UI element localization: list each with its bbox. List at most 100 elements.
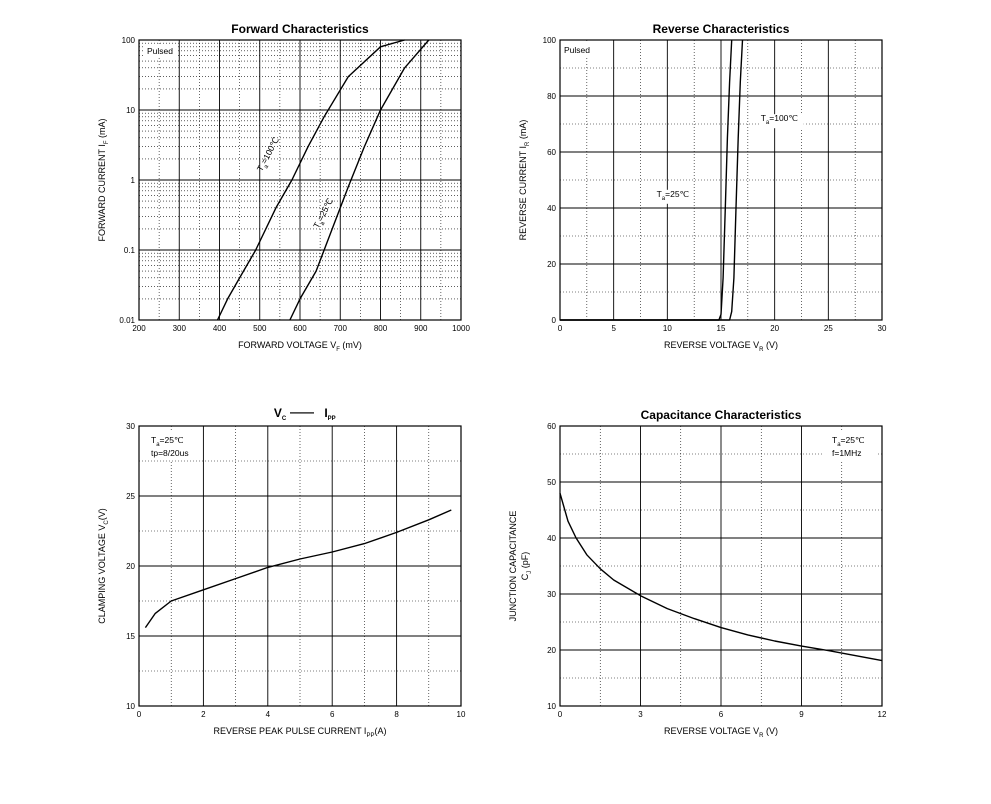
series-label-100c: Ta=100℃ [761,113,799,126]
x-tick-label: 300 [173,324,187,333]
series-label-25c: Ta=25℃ [657,189,690,202]
y-tick-label: 0 [552,316,557,325]
x-tick-label: 4 [266,710,271,719]
x-tick-label: 600 [293,324,307,333]
series-label-100c-part: T [255,164,266,173]
y-axis-label-line2-part: (pF) [520,552,530,571]
x-axis-label-part: (V) [764,340,779,350]
x-tick-label: 25 [824,324,833,333]
y-axis-label-part: (mA) [97,118,107,140]
y-tick-label: 40 [547,204,556,213]
series-label-25c-part: =25℃ [315,196,335,222]
y-axis-label-part: R [525,141,531,146]
series-label-100c-part: a [766,120,770,126]
x-tick-label: 0 [558,710,563,719]
y-axis-label-line2-part: C [520,573,530,580]
x-axis-label-part: REVERSE VOLTAGE V [664,726,759,736]
condition-temp-part: =25℃ [841,435,865,445]
x-tick-label: 15 [717,324,726,333]
y-tick-label: 10 [126,702,135,711]
series-label-25c-part: =25℃ [665,189,689,199]
chart-capacitance: 0 3 6 9 12 10 20 30 40 50 60 Capacitance Characteri… [508,408,887,739]
chart-title-ipp-part: PP [328,416,336,422]
y-axis-label-part: F [104,140,110,144]
chart-title: Capacitance Characteristics [641,408,802,422]
chart-title: Forward Characteristics [231,22,369,36]
y-tick-label: 20 [547,646,556,655]
chart-forward-characteristics: 200 300 400 500 600 700 800 900 1000 0.01 0.1 1 10 10… [97,22,470,353]
x-axis-label-part: FORWARD VOLTAGE V [238,340,336,350]
x-tick-label: 20 [770,324,779,333]
y-axis-label-part: (V) [97,508,107,520]
label-background [655,189,692,204]
y-axis-label-part: (mA) [518,120,528,142]
x-tick-label: 400 [213,324,227,333]
y-axis-label-part: REVERSE CURRENT I [518,146,528,240]
y-tick-label: 60 [547,422,556,431]
x-axis-label-part: R [759,347,764,353]
x-tick-label: 3 [638,710,643,719]
y-tick-label: 0.1 [124,246,136,255]
x-tick-label: 6 [719,710,724,719]
y-tick-label: 1 [131,176,136,185]
y-tick-label: 10 [126,106,135,115]
y-tick-label: 80 [547,92,556,101]
series-line [289,39,430,321]
series-line [559,493,883,662]
y-tick-label: 15 [126,632,135,641]
chart-title-vc-part: V [274,406,282,420]
x-tick-label: 0 [558,324,563,333]
chart-reverse-characteristics: 0 5 10 15 20 25 30 0 20 40 60 80 100 Reverse Characte… [518,22,887,353]
y-tick-label: 100 [122,36,136,45]
condition-temp-part: a [156,442,160,448]
series-label-100c-part: =100℃ [769,113,798,123]
x-tick-label: 6 [330,710,335,719]
condition-freq: f=1MHz [832,448,862,458]
x-axis-label-part: F [336,347,340,353]
x-tick-label: 500 [253,324,267,333]
chart-title-ipp: IPP [324,406,335,422]
y-tick-label: 30 [547,590,556,599]
x-axis-label-part: (mV) [340,340,362,350]
x-tick-label: 200 [132,324,146,333]
x-axis-label-part: REVERSE VOLTAGE V [664,340,759,350]
x-axis-label-part: PP [366,733,374,739]
y-axis-label-line1: JUNCTION CAPACITANCE [508,511,518,622]
y-tick-label: 25 [126,492,135,501]
condition-temp-part: =25℃ [160,435,184,445]
x-tick-label: 700 [334,324,348,333]
y-tick-label: 100 [543,36,557,45]
x-axis-label: REVERSE VOLTAGE VR (V) [664,340,778,353]
note-background [144,45,177,57]
y-axis-label: FORWARD CURRENT IF (mA) [97,118,110,241]
x-axis-label-part: R [759,733,764,739]
condition-temp: Ta=25℃ [151,435,184,448]
chart-title-dash: —— [290,405,314,419]
y-tick-label: 20 [547,260,556,269]
x-axis-label: REVERSE VOLTAGE VR (V) [664,726,778,739]
y-axis-label: CLAMPING VOLTAGE VC(V) [97,508,110,624]
series-label-100c: Ta=100℃ [255,135,284,174]
condition-temp-part: T [151,435,156,445]
condition-pulse: tp=8/20us [151,448,189,458]
y-tick-label: 20 [126,562,135,571]
x-tick-label: 1000 [452,324,470,333]
series-label-25c-part: a [320,220,327,226]
x-axis-label: REVERSE PEAK PULSE CURRENT IPP(A) [214,726,387,739]
x-tick-label: 5 [611,324,616,333]
x-tick-label: 10 [457,710,466,719]
x-tick-label: 2 [201,710,206,719]
x-tick-label: 900 [414,324,428,333]
x-tick-label: 12 [878,710,887,719]
series-label-100c-part: T [761,113,766,123]
y-tick-label: 50 [547,478,556,487]
x-tick-label: 9 [799,710,804,719]
note-background [562,43,598,56]
series-line [216,39,405,321]
x-axis-label: FORWARD VOLTAGE VF (mV) [238,340,362,353]
pulsed-note: Pulsed [147,46,173,56]
plot-frame [138,39,462,321]
x-tick-label: 10 [663,324,672,333]
series-label-25c-part: T [657,189,662,199]
